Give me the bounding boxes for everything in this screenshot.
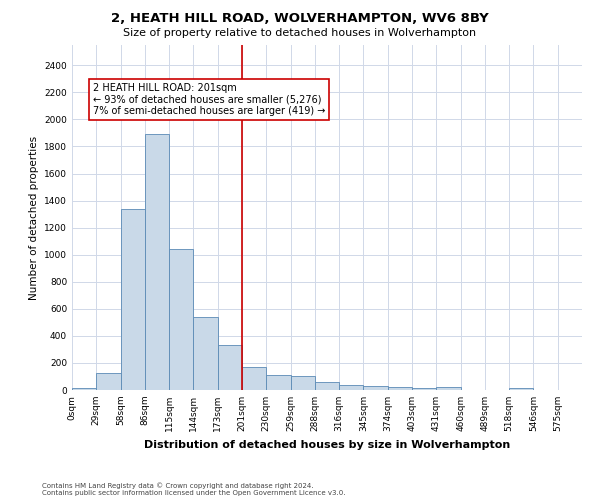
Bar xyxy=(315,382,339,390)
Bar xyxy=(266,375,290,390)
X-axis label: Distribution of detached houses by size in Wolverhampton: Distribution of detached houses by size … xyxy=(144,440,510,450)
Text: Contains HM Land Registry data © Crown copyright and database right 2024.: Contains HM Land Registry data © Crown c… xyxy=(42,482,314,489)
Bar xyxy=(290,376,315,390)
Bar xyxy=(218,344,242,390)
Bar xyxy=(509,388,533,390)
Bar xyxy=(169,250,193,390)
Text: Size of property relative to detached houses in Wolverhampton: Size of property relative to detached ho… xyxy=(124,28,476,38)
Bar xyxy=(412,388,436,390)
Bar xyxy=(388,386,412,390)
Bar xyxy=(364,386,388,390)
Bar xyxy=(72,388,96,390)
Bar xyxy=(436,386,461,390)
Bar xyxy=(96,373,121,390)
Bar xyxy=(193,317,218,390)
Text: 2 HEATH HILL ROAD: 201sqm
← 93% of detached houses are smaller (5,276)
7% of sem: 2 HEATH HILL ROAD: 201sqm ← 93% of detac… xyxy=(92,83,325,116)
Text: 2, HEATH HILL ROAD, WOLVERHAMPTON, WV6 8BY: 2, HEATH HILL ROAD, WOLVERHAMPTON, WV6 8… xyxy=(111,12,489,26)
Bar xyxy=(242,367,266,390)
Y-axis label: Number of detached properties: Number of detached properties xyxy=(29,136,38,300)
Bar xyxy=(339,385,364,390)
Text: Contains public sector information licensed under the Open Government Licence v3: Contains public sector information licen… xyxy=(42,490,346,496)
Bar xyxy=(121,208,145,390)
Bar xyxy=(145,134,169,390)
